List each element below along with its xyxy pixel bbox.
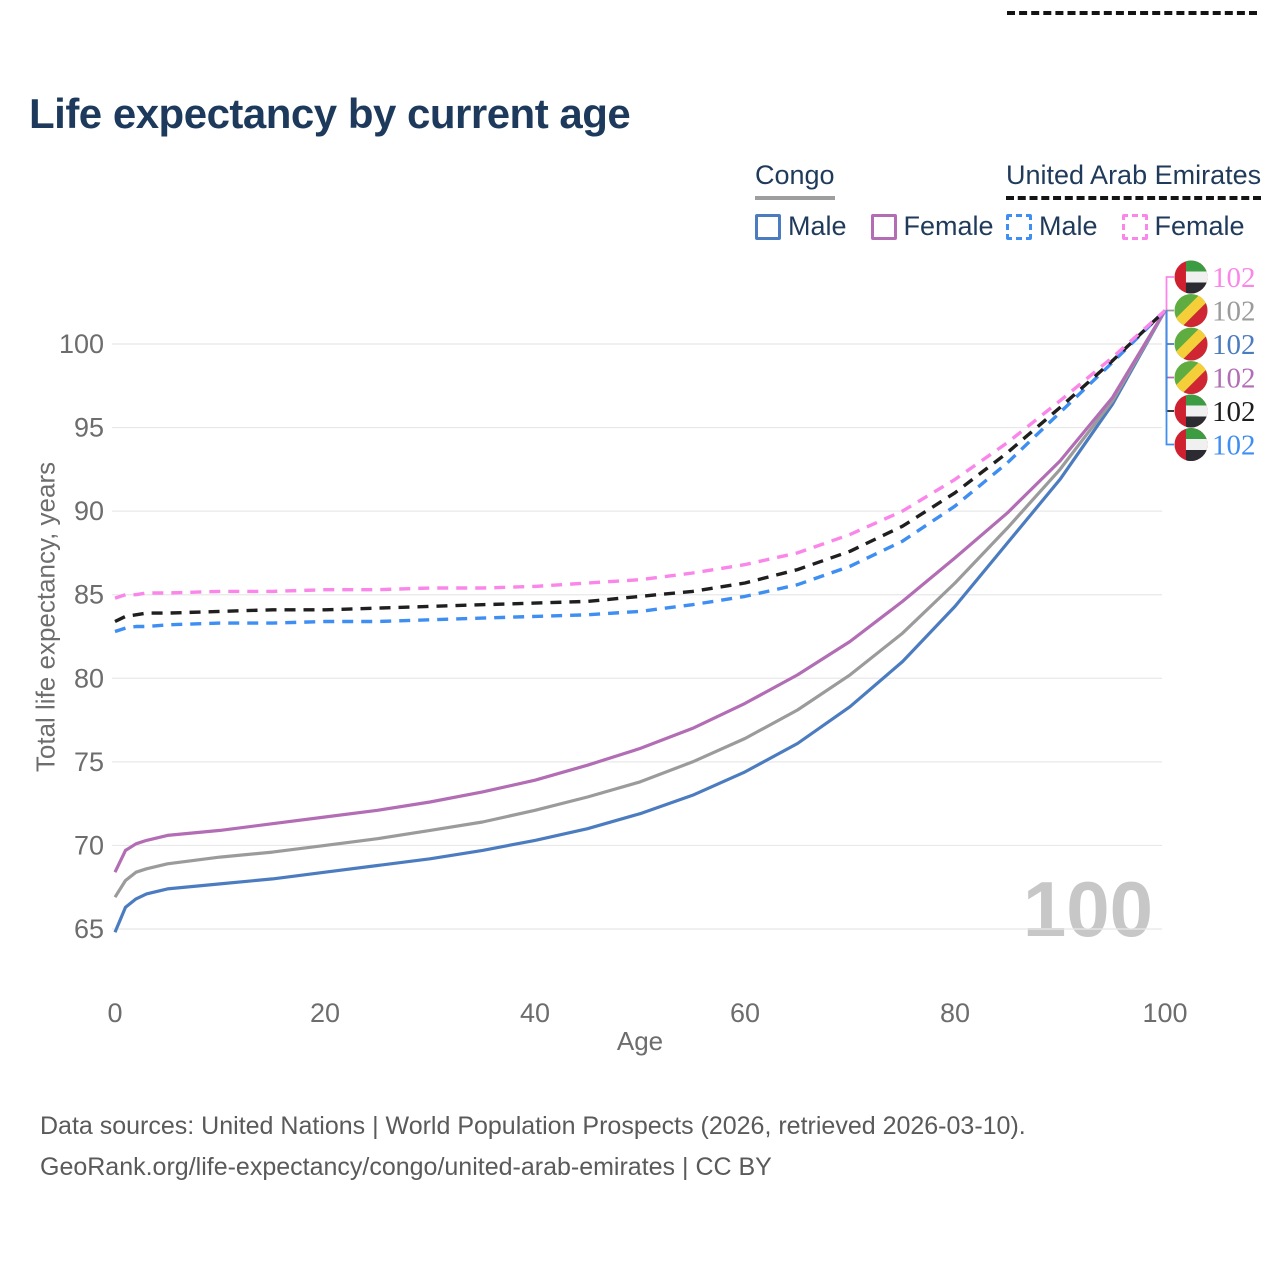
watermark-age-100: 100 bbox=[1022, 865, 1153, 953]
flag-united-arab-emirates-icon bbox=[1174, 428, 1208, 462]
legend-label-congo-female: Female bbox=[903, 211, 994, 241]
end-label-value-uae_female: 102 bbox=[1212, 262, 1256, 294]
y-tick-label: 95 bbox=[74, 413, 104, 443]
end-label-value-congo_female: 102 bbox=[1212, 363, 1256, 395]
x-tick-label: 20 bbox=[310, 998, 340, 1028]
flag-congo-icon bbox=[1174, 361, 1208, 395]
uae-male-checkbox-icon bbox=[1006, 213, 1032, 240]
uae-female-checkbox-icon bbox=[1121, 213, 1148, 240]
y-tick-label: 75 bbox=[74, 747, 104, 777]
series-line-uae_male bbox=[114, 309, 1167, 634]
top-dashed-rule bbox=[1007, 11, 1257, 15]
footer: Data sources: United Nations | World Pop… bbox=[40, 1106, 1026, 1187]
footer-attribution: GeoRank.org/life-expectancy/congo/united… bbox=[40, 1152, 772, 1181]
x-tick-label: 100 bbox=[1142, 998, 1187, 1028]
y-axis-title: Total life expectancy, years bbox=[30, 461, 61, 773]
series-line-uae_female bbox=[114, 309, 1167, 600]
legend-label-uae-male: Male bbox=[1039, 211, 1098, 241]
flag-united-arab-emirates-icon bbox=[1174, 260, 1208, 294]
y-tick-label: 100 bbox=[59, 329, 104, 359]
series-line-congo_both bbox=[113, 309, 1167, 899]
legend-row-congo: Male Female bbox=[755, 211, 994, 242]
series-line-uae_both bbox=[114, 309, 1167, 624]
x-tick-label: 60 bbox=[730, 998, 760, 1028]
leader-line-congo_female bbox=[1165, 310, 1174, 379]
series-layer bbox=[113, 309, 1167, 933]
series-line-congo_male bbox=[113, 309, 1167, 933]
end-label-value-congo_male: 102 bbox=[1212, 329, 1256, 361]
y-tick-label: 70 bbox=[74, 830, 104, 860]
y-tick-label: 90 bbox=[74, 496, 104, 526]
flag-united-arab-emirates-icon bbox=[1174, 394, 1208, 428]
y-tick-label: 85 bbox=[74, 580, 104, 610]
legend-group-uae: United Arab Emirates Male Female bbox=[1006, 160, 1262, 242]
leader-line-uae_male bbox=[1165, 310, 1174, 446]
legend-label-congo-male: Male bbox=[788, 211, 847, 241]
legend-country-congo: Congo bbox=[755, 160, 835, 200]
y-tick-label: 80 bbox=[74, 663, 104, 693]
legend-item-uae-female[interactable]: Female bbox=[1121, 211, 1245, 242]
end-label-value-congo_both: 102 bbox=[1212, 296, 1256, 328]
end-label-value-uae_male: 102 bbox=[1212, 430, 1256, 462]
end-label-value-uae_both: 102 bbox=[1212, 396, 1256, 428]
x-axis-title: Age bbox=[616, 1026, 664, 1056]
x-tick-label: 0 bbox=[107, 998, 122, 1028]
page-title: Life expectancy by current age bbox=[29, 90, 631, 137]
congo-male-checkbox-icon bbox=[755, 213, 781, 240]
footer-data-sources: Data sources: United Nations | World Pop… bbox=[40, 1112, 1026, 1140]
legend-group-congo: Congo Male Female bbox=[755, 160, 994, 242]
leader-line-uae_female bbox=[1165, 276, 1174, 311]
flag-congo-icon bbox=[1174, 327, 1208, 361]
legend-item-congo-male[interactable]: Male bbox=[755, 211, 847, 242]
legend-item-congo-female[interactable]: Female bbox=[870, 211, 994, 242]
legend-item-uae-male[interactable]: Male bbox=[1006, 211, 1098, 242]
legend-row-uae: Male Female bbox=[1006, 211, 1261, 242]
leader-line-congo_male bbox=[1165, 310, 1174, 345]
leader-line-uae_both bbox=[1165, 310, 1174, 412]
legend-country-uae: United Arab Emirates bbox=[1006, 160, 1262, 200]
x-tick-label: 40 bbox=[520, 998, 550, 1028]
x-tick-label: 80 bbox=[940, 998, 970, 1028]
y-tick-label: 65 bbox=[74, 914, 104, 944]
congo-female-checkbox-icon bbox=[870, 213, 897, 240]
series-line-congo_female bbox=[113, 309, 1167, 873]
flag-congo-icon bbox=[1174, 294, 1208, 328]
legend-label-uae-female: Female bbox=[1154, 211, 1245, 241]
